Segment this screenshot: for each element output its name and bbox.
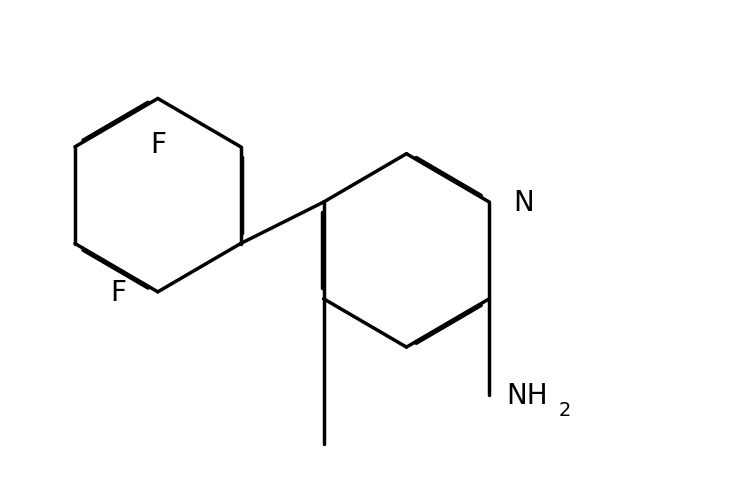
- Text: F: F: [111, 278, 127, 306]
- Text: NH: NH: [507, 382, 548, 409]
- Text: 2: 2: [558, 400, 571, 419]
- Text: F: F: [150, 130, 166, 158]
- Text: N: N: [513, 189, 534, 217]
